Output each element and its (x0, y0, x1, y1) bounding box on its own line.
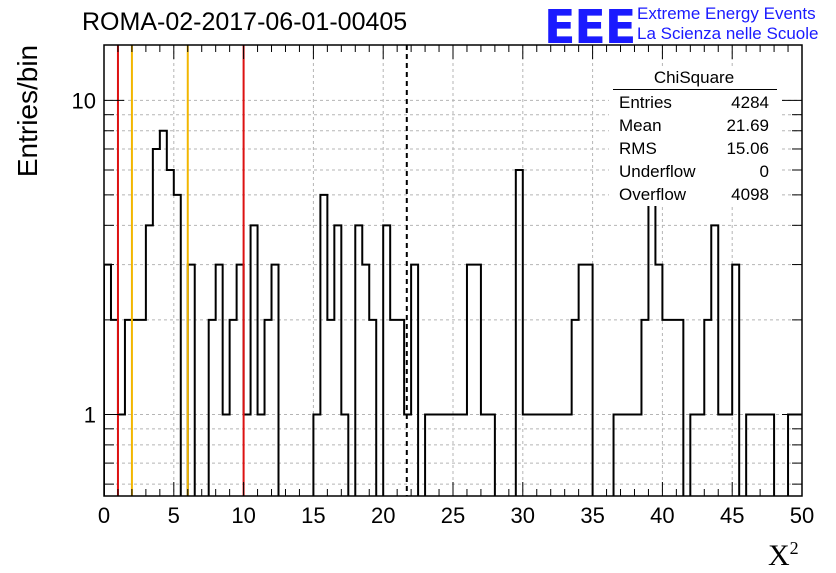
x-tick-label: 40 (650, 503, 674, 528)
logo-line-2: La Scienza nelle Scuole (637, 24, 819, 43)
chart-title: ROMA-02-2017-06-01-00405 (82, 8, 408, 36)
stats-value: 4098 (731, 185, 769, 204)
stats-box: ChiSquare Entries 4284 Mean 21.69 RMS 15… (609, 66, 779, 206)
x-tick-label: 20 (371, 503, 395, 528)
y-tick-label: 10 (72, 88, 96, 113)
stats-title: ChiSquare (653, 68, 735, 87)
x-tick-label: 35 (580, 503, 604, 528)
stats-value: 4284 (731, 93, 769, 112)
x-tick-label: 25 (441, 503, 465, 528)
logo-line-1: Extreme Energy Events (637, 4, 816, 23)
y-tick-label: 1 (84, 402, 96, 427)
x-tick-label: 45 (720, 503, 744, 528)
x-tick-label: 50 (790, 503, 814, 528)
stats-label: RMS (619, 139, 657, 158)
x-axis-label: X2 (768, 538, 799, 573)
stats-label: Mean (619, 116, 662, 135)
x-tick-label: 30 (511, 503, 535, 528)
stats-value: 0 (759, 162, 769, 181)
stats-label: Underflow (619, 162, 696, 181)
stats-label: Entries (619, 93, 672, 112)
x-axis-label-superscript: 2 (789, 538, 799, 558)
stats-value: 21.69 (726, 116, 769, 135)
x-tick-label: 5 (168, 503, 180, 528)
x-tick-label: 15 (301, 503, 325, 528)
stats-value: 15.06 (726, 139, 769, 158)
histogram-line (104, 129, 802, 496)
eee-logo: EEE (544, 0, 636, 54)
x-tick-label: 0 (98, 503, 110, 528)
y-axis-label: Entries/bin (12, 44, 43, 178)
x-axis-label-base: X (768, 539, 790, 572)
stats-label: Overflow (619, 185, 687, 204)
x-tick-label: 10 (231, 503, 255, 528)
stats-divider (613, 89, 777, 90)
